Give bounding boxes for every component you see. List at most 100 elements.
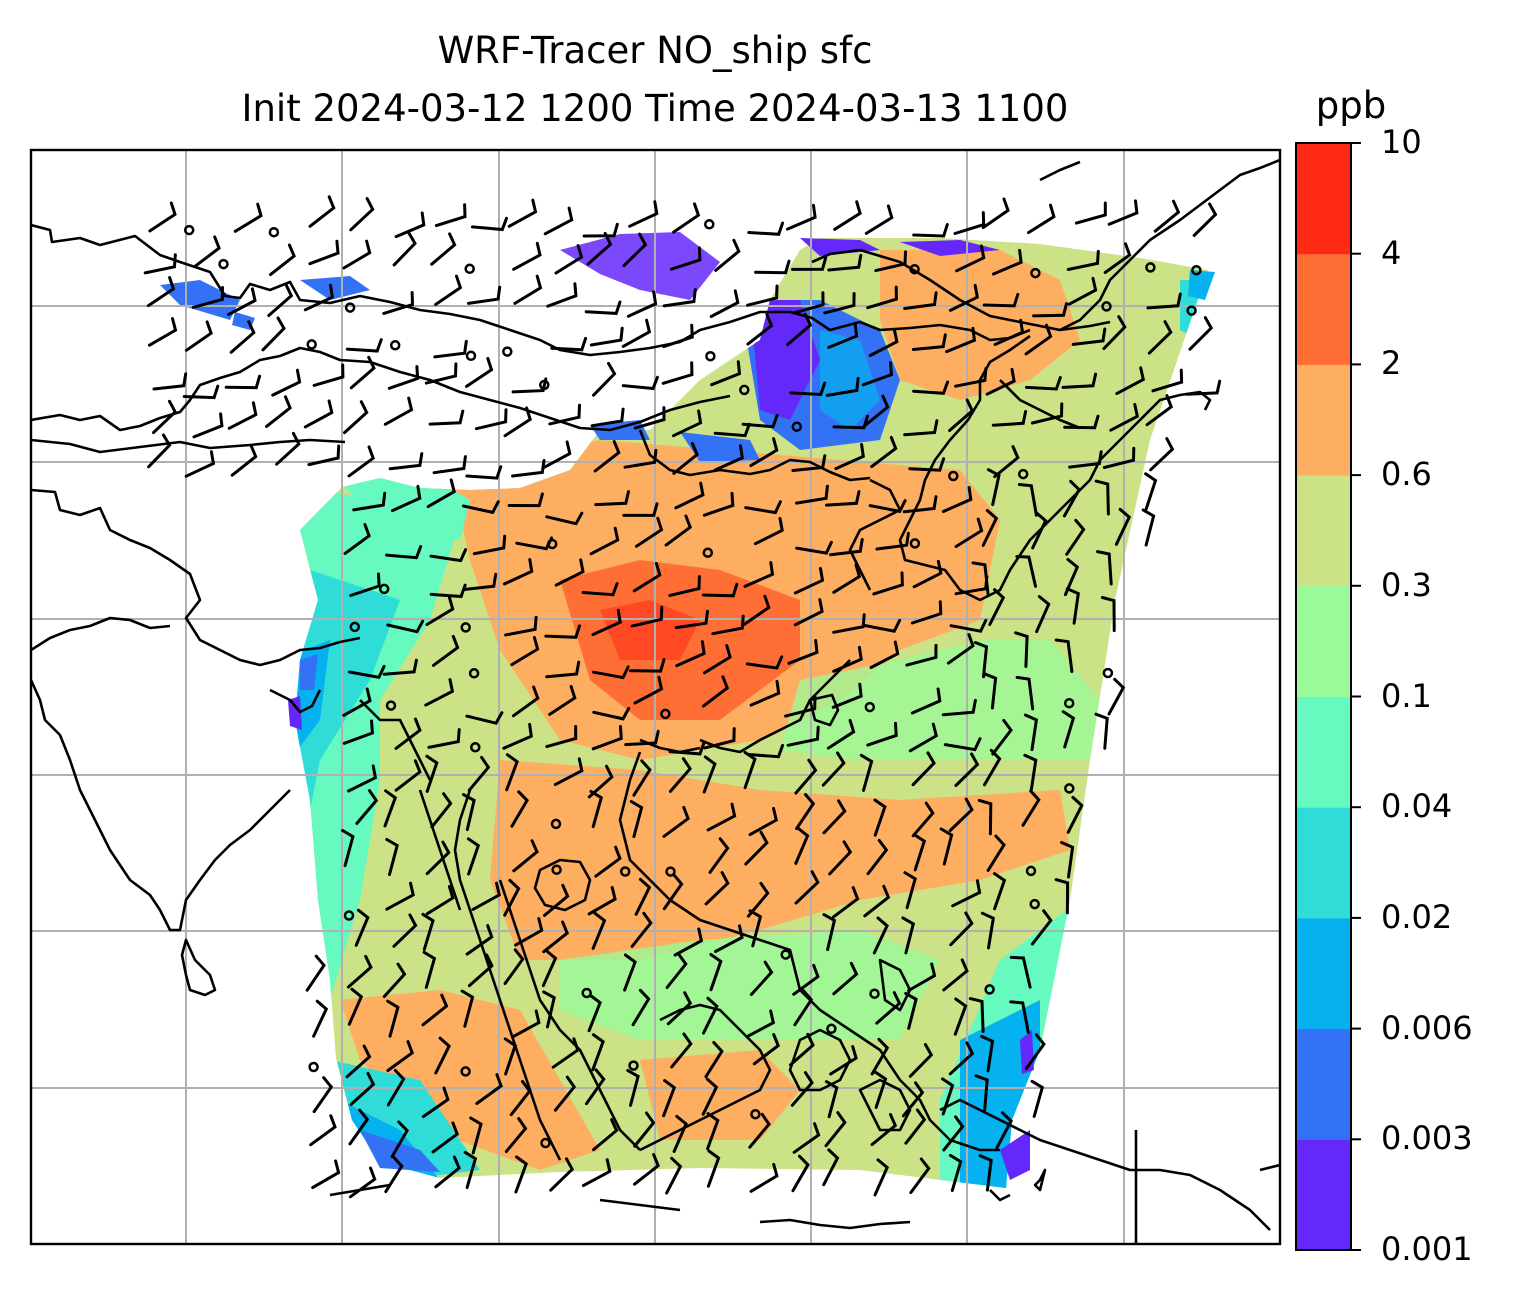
calm-wind-circles <box>183 219 1202 1149</box>
wind-barb <box>434 1155 461 1189</box>
wind-barb <box>903 291 938 310</box>
wind-barb <box>470 216 508 232</box>
wind-barb <box>307 444 341 467</box>
wind-barb <box>954 367 988 388</box>
wind-barb <box>271 368 302 397</box>
wind-barb <box>748 806 779 837</box>
wind-barb <box>864 204 894 235</box>
wind-barb <box>634 877 652 916</box>
wind-barb <box>863 618 902 633</box>
wind-barb <box>713 444 744 472</box>
wind-barb <box>545 511 584 526</box>
wind-barb <box>502 722 533 750</box>
wind-barb <box>1021 789 1041 827</box>
wind-barb <box>953 997 968 1036</box>
wind-barb <box>385 838 399 876</box>
calm-circle <box>702 547 714 558</box>
wind-barb <box>794 826 810 865</box>
wind-barb <box>793 567 825 595</box>
wind-barb <box>584 300 622 315</box>
wind-barbs <box>143 195 1222 1199</box>
wind-barb <box>744 500 782 515</box>
wind-barb <box>793 989 814 1027</box>
wind-barb <box>1062 479 1081 518</box>
wind-barb <box>1009 955 1032 989</box>
calm-circle <box>791 421 803 432</box>
wind-barb <box>907 962 937 992</box>
wind-barb <box>387 365 420 390</box>
wind-barb <box>703 644 732 675</box>
wind-barb <box>786 203 817 231</box>
wind-barb <box>632 562 662 593</box>
wind-barb <box>948 398 975 432</box>
wind-barb <box>1146 292 1182 310</box>
wind-barb <box>873 1158 890 1197</box>
wind-barb <box>862 394 890 428</box>
wind-barb <box>714 924 744 953</box>
wind-barb <box>305 954 326 992</box>
wind-barb <box>1061 710 1076 749</box>
wind-barb <box>743 750 757 790</box>
wind-barb <box>1065 518 1086 556</box>
wind-barb <box>829 538 864 557</box>
calm-circle <box>546 538 558 550</box>
wind-barb <box>425 884 455 916</box>
wind-barb <box>943 737 982 752</box>
wind-barb <box>977 798 993 836</box>
wind-barb <box>622 502 659 517</box>
wind-barb <box>941 486 973 513</box>
wind-barb <box>430 792 453 829</box>
wind-barb <box>702 996 719 1035</box>
wind-barb <box>875 991 902 1025</box>
wind-barb <box>662 323 694 349</box>
calm-circle <box>750 1108 761 1120</box>
wind-barb <box>912 833 927 872</box>
wind-barb <box>908 457 946 472</box>
wind-barb <box>1015 555 1037 588</box>
wind-barb <box>1017 483 1038 517</box>
wind-barb <box>822 913 837 952</box>
wind-barb <box>227 287 257 317</box>
colorbar-segment <box>1296 585 1351 697</box>
wind-barb <box>795 540 833 555</box>
calm-circle <box>1102 667 1114 679</box>
wind-barb <box>908 1043 934 1078</box>
wind-barb <box>868 328 899 357</box>
wind-barb <box>672 409 703 438</box>
wind-barb <box>465 356 494 388</box>
wind-barb <box>309 1114 337 1147</box>
wind-barb <box>746 881 770 918</box>
calm-circle <box>465 350 477 362</box>
wind-barb <box>592 665 630 680</box>
wind-barb <box>949 618 988 633</box>
calm-circle <box>739 384 750 396</box>
wind-barb <box>790 1071 814 1107</box>
wind-barb <box>227 401 258 430</box>
wind-barb <box>749 437 779 468</box>
wind-barb <box>621 318 652 348</box>
wind-barb <box>670 1032 693 1069</box>
wind-barb <box>1009 1000 1030 1034</box>
wind-barb <box>745 655 784 670</box>
wind-barb <box>587 886 617 916</box>
wind-barb <box>348 1166 377 1199</box>
wind-barb <box>553 757 584 787</box>
wind-barb <box>674 481 705 510</box>
calm-circle <box>1029 898 1040 910</box>
wind-barb <box>394 717 422 750</box>
wind-barb <box>303 283 335 312</box>
wind-barb <box>744 830 769 866</box>
calm-circle <box>460 622 471 633</box>
calm-circle <box>619 866 631 877</box>
wind-barb <box>745 1009 776 1039</box>
wind-barb <box>432 455 467 475</box>
wind-barb <box>1025 376 1062 391</box>
wind-barb <box>912 559 943 589</box>
wind-barb <box>513 274 543 305</box>
wind-barb <box>345 1044 372 1079</box>
wind-barb <box>910 600 943 625</box>
wind-barb <box>912 223 949 238</box>
wind-barb <box>182 384 220 400</box>
wind-barb <box>753 517 784 546</box>
